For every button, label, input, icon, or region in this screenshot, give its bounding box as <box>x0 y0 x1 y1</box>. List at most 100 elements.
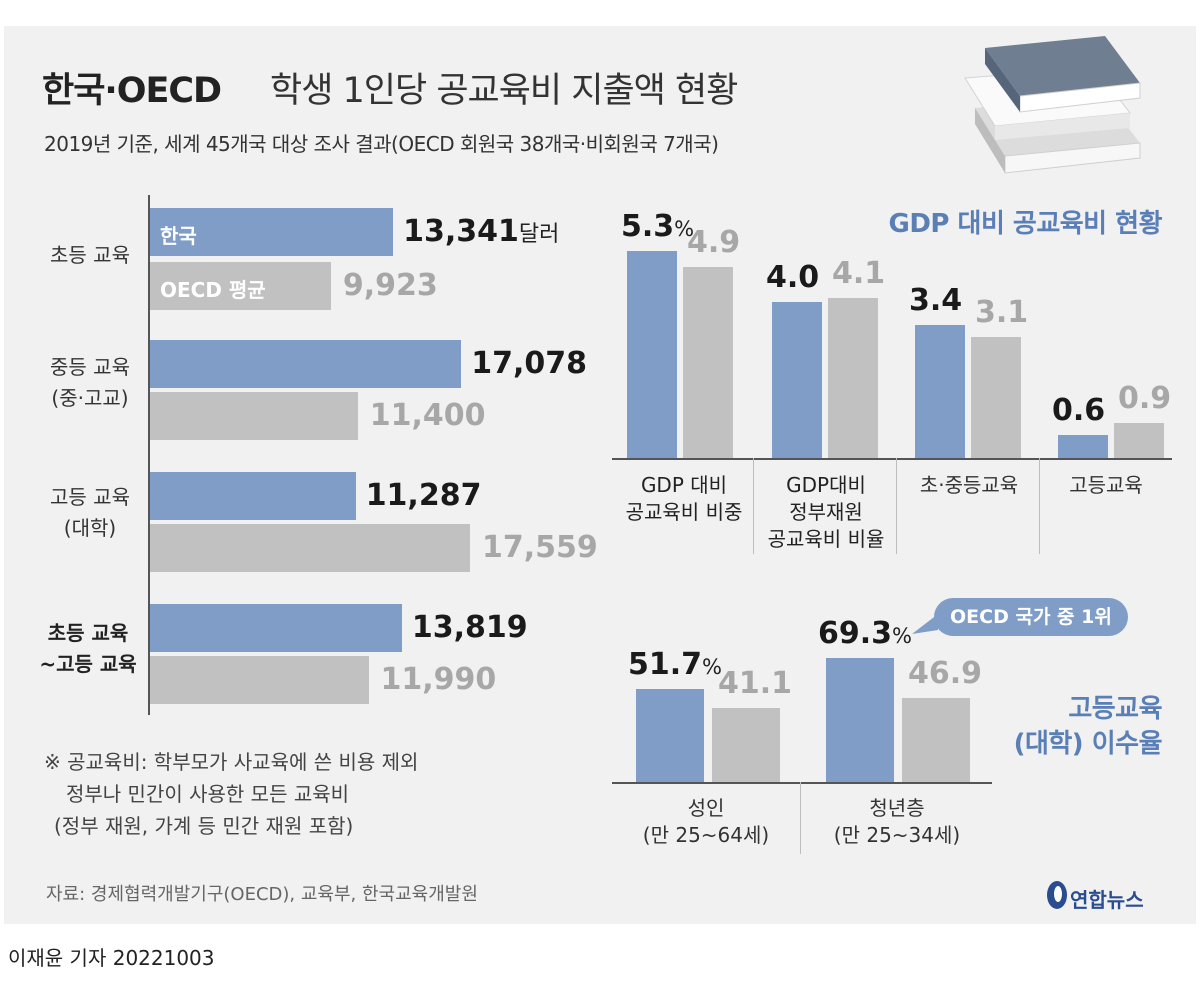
subtitle: 2019년 기준, 세계 45개국 대상 조사 결과(OECD 회원국 38개국… <box>44 132 719 156</box>
gdp-korea-bar <box>1058 434 1108 458</box>
completion-oecd-value: 46.9 <box>908 656 983 692</box>
value-unit: 달러 <box>518 222 560 247</box>
label-line: 정부재원 <box>789 500 863 524</box>
completion-korea-value: 69.3% <box>818 616 912 651</box>
book-top-spine <box>985 48 1020 112</box>
oecd-value-label: 17,559 <box>482 530 598 565</box>
label-line: (중·고교) <box>51 386 129 410</box>
gdp-oecd-bar <box>683 266 733 458</box>
completion-korea-value: 51.7% <box>628 647 722 682</box>
gdp-korea-bar <box>772 301 822 458</box>
gdp-category-label: 고등교육 <box>1040 472 1172 499</box>
label-line: 공교육비 비중 <box>625 500 743 524</box>
korea-value-label: 13,819 <box>411 610 528 645</box>
legend-korea: 한국 <box>160 224 197 248</box>
completion-korea-bar <box>636 689 704 782</box>
spending-category-label: 중등 교육 (중·고교) <box>38 352 142 414</box>
label-line: 고등 교육 <box>50 485 130 509</box>
label-line: (만 25~34세) <box>833 823 961 847</box>
completion-divider <box>800 782 801 854</box>
legend-oecd: OECD 평균 <box>160 278 266 302</box>
label-line: (만 25~64세) <box>642 823 770 847</box>
completion-korea-bar <box>826 658 894 782</box>
book-middle-pages <box>995 113 1130 140</box>
yonhap-logo-icon <box>1047 881 1067 909</box>
gdp-oecd-value: 4.9 <box>687 224 741 260</box>
label-line: 초·중등교육 <box>919 473 1019 497</box>
title-rest: 학생 1인당 공교육비 지출액 현황 <box>270 71 738 111</box>
label-line: 중등 교육 <box>50 355 130 379</box>
completion-chart-title: 고등교육 (대학) 이수율 <box>960 692 1163 762</box>
gdp-korea-value: 4.0 <box>766 259 820 295</box>
gdp-divider <box>896 458 897 554</box>
spending-category-label: 초등 교육 <box>38 240 142 271</box>
gdp-divider <box>753 458 754 554</box>
gdp-oecd-bar <box>1114 422 1164 458</box>
label-line: GDP대비 <box>786 473 866 497</box>
gdp-divider <box>1039 458 1040 554</box>
korea-bar <box>150 604 402 652</box>
gdp-korea-bar <box>915 325 965 458</box>
completion-category-label: 청년층 (만 25~34세) <box>802 795 992 849</box>
label-line: 고등교육 <box>1069 473 1143 497</box>
title-line: 고등교육 <box>1068 694 1162 724</box>
footnote: ※ 공교육비: 학부모가 사교육에 쓴 비용 제외 정부나 민간이 사용한 모든… <box>44 746 418 842</box>
gdp-oecd-value: 3.1 <box>975 294 1029 330</box>
value-unit: % <box>892 624 912 648</box>
oecd-bar <box>150 524 470 572</box>
label-line: 초등 교육 <box>47 621 129 645</box>
label-line: 성인 <box>687 796 725 820</box>
gdp-chart-title: GDP 대비 공교육비 현황 <box>888 209 1163 239</box>
gdp-category-label: GDP 대비 공교육비 비중 <box>612 472 756 526</box>
book-bottom-spine <box>975 108 1005 173</box>
footnote-line: 정부나 민간이 사용한 모든 교육비 <box>66 782 350 806</box>
value-unit: % <box>702 655 722 680</box>
korea-value-label: 17,078 <box>471 346 587 381</box>
korea-bar <box>150 208 394 256</box>
book-top-cover <box>985 36 1140 96</box>
completion-oecd-bar <box>902 698 970 782</box>
spending-category-label: 초등 교육 ~고등 교육 <box>30 618 146 680</box>
gdp-oecd-bar <box>971 336 1021 458</box>
gdp-korea-bar <box>627 251 677 458</box>
source-text: 자료: 경제협력개발기구(OECD), 교육부, 한국교육개발원 <box>46 884 478 905</box>
title-line: (대학) 이수율 <box>1013 729 1163 760</box>
footnote-line: ※ 공교육비: 학부모가 사교육에 쓴 비용 제외 <box>44 750 419 774</box>
oecd-bar <box>150 392 358 440</box>
logo-mark-inner <box>1054 886 1062 902</box>
footnote-line: (정부 재원, 가계 등 민간 재원 포함) <box>54 814 354 838</box>
callout-pointer <box>912 614 938 634</box>
value-number: 51.7 <box>628 647 703 683</box>
gdp-oecd-bar <box>828 297 878 458</box>
completion-category-label: 성인 (만 25~64세) <box>612 795 800 849</box>
gdp-korea-value: 3.4 <box>909 283 963 319</box>
korea-bar <box>150 340 462 388</box>
oecd-bar <box>150 262 331 310</box>
label-line: (대학) <box>63 516 117 540</box>
korea-value-label: 13,341달러 <box>403 214 559 249</box>
gdp-korea-value: 5.3% <box>621 209 694 244</box>
value-number: 13,341 <box>403 214 519 249</box>
spending-category-label: 고등 교육 (대학) <box>38 482 142 544</box>
oecd-value-label: 11,400 <box>369 398 486 433</box>
label-line: GDP 대비 <box>640 473 728 497</box>
value-number: 5.3 <box>621 209 675 244</box>
gdp-oecd-value: 0.9 <box>1118 380 1172 416</box>
label-line: 청년층 <box>869 796 925 820</box>
callout-pointer-shape <box>912 614 938 634</box>
oecd-value-label: 9,923 <box>342 268 438 303</box>
completion-oecd-value: 41.1 <box>718 666 793 702</box>
books-illustration <box>964 36 1141 174</box>
value-unit: % <box>674 217 695 241</box>
gdp-baseline <box>612 458 1172 460</box>
spending-axis-line <box>148 195 150 715</box>
gdp-category-label: GDP대비 정부재원 공교육비 비율 <box>754 472 898 553</box>
korea-value-label: 11,287 <box>365 478 482 513</box>
completion-oecd-bar <box>712 708 780 782</box>
label-line: ~고등 교육 <box>39 652 137 676</box>
completion-baseline <box>612 782 992 784</box>
gdp-category-label: 초·중등교육 <box>897 472 1041 499</box>
label-line: 공교육비 비율 <box>767 527 885 551</box>
gdp-korea-value: 0.6 <box>1052 392 1106 428</box>
oecd-bar <box>150 656 369 704</box>
